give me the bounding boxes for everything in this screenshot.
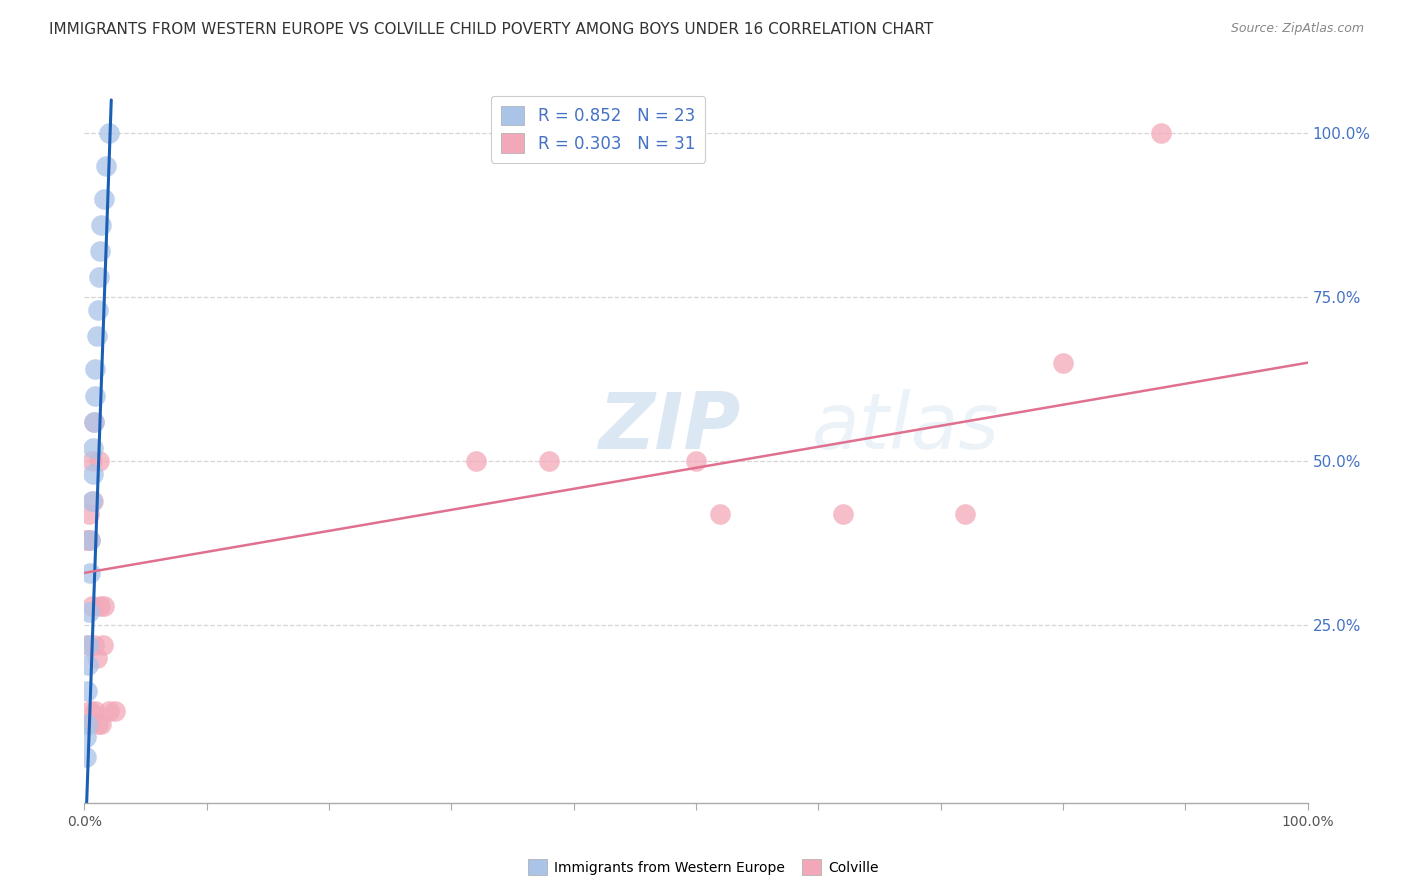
Point: [84, 362, 107, 376]
Point: [86, 329, 108, 343]
Point: [87, 303, 110, 318]
Point: [1150, 126, 1173, 140]
Legend: Immigrants from Western Europe, Colville: Immigrants from Western Europe, Colville: [522, 854, 884, 880]
Point: [77, 507, 100, 521]
Point: [75, 533, 97, 547]
Point: [89, 244, 111, 258]
Point: [80, 454, 103, 468]
Point: [77, 717, 100, 731]
Point: [87, 270, 110, 285]
Point: [75, 749, 97, 764]
Point: [90, 717, 112, 731]
Point: [77, 638, 100, 652]
Legend: R = 0.852   N = 23, R = 0.303   N = 31: R = 0.852 N = 23, R = 0.303 N = 31: [491, 95, 706, 162]
Point: [86, 651, 108, 665]
Point: [93, 599, 115, 613]
Point: [82, 441, 104, 455]
Point: [87, 454, 110, 468]
Point: [84, 388, 107, 402]
Point: [80, 599, 103, 613]
Point: [93, 192, 115, 206]
Point: [79, 533, 101, 547]
Point: [83, 415, 105, 429]
Point: [89, 599, 111, 613]
Point: [75, 730, 97, 744]
Point: [709, 507, 731, 521]
Text: IMMIGRANTS FROM WESTERN EUROPE VS COLVILLE CHILD POVERTY AMONG BOYS UNDER 16 COR: IMMIGRANTS FROM WESTERN EUROPE VS COLVIL…: [49, 22, 934, 37]
Point: [83, 415, 105, 429]
Text: atlas: atlas: [813, 389, 1000, 465]
Point: [76, 717, 98, 731]
Point: [97, 704, 120, 718]
Point: [464, 454, 486, 468]
Point: [104, 704, 127, 718]
Point: [1052, 356, 1074, 370]
Point: [97, 126, 120, 140]
Point: [90, 218, 112, 232]
Point: [82, 493, 104, 508]
Point: [83, 638, 105, 652]
Text: Source: ZipAtlas.com: Source: ZipAtlas.com: [1230, 22, 1364, 36]
Point: [76, 684, 98, 698]
Point: [831, 507, 853, 521]
Point: [84, 704, 107, 718]
Point: [538, 454, 561, 468]
Point: [77, 605, 100, 619]
Point: [79, 704, 101, 718]
Point: [79, 566, 101, 580]
Point: [76, 638, 98, 652]
Point: [82, 467, 104, 482]
Point: [77, 717, 100, 731]
Point: [87, 717, 110, 731]
Point: [80, 493, 103, 508]
Text: ZIP: ZIP: [598, 389, 741, 465]
Point: [953, 507, 976, 521]
Point: [96, 159, 118, 173]
Point: [79, 533, 101, 547]
Point: [77, 657, 100, 672]
Point: [77, 533, 100, 547]
Point: [685, 454, 707, 468]
Point: [91, 638, 114, 652]
